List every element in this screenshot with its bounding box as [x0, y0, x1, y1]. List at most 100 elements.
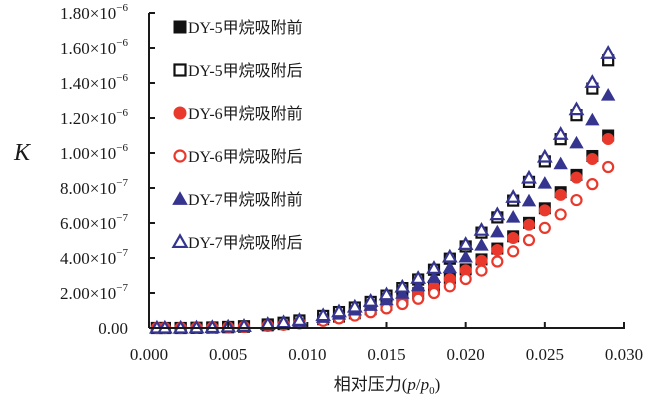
data-point — [600, 88, 616, 101]
data-point — [490, 224, 505, 238]
y-tick-label: 1.40×10−6 — [60, 72, 129, 93]
y-tick-label: 6.00×10−7 — [60, 212, 129, 233]
data-point — [586, 178, 599, 191]
y-tick-label: 1.80×10−6 — [60, 2, 129, 23]
y-tick-label: 0.00 — [98, 319, 128, 338]
legend-item: DY-5甲烷吸附前 — [173, 19, 303, 37]
legend-marker-icon — [173, 20, 187, 34]
legend-marker-icon — [171, 233, 189, 249]
x-tick-label: 0.000 — [130, 345, 168, 364]
data-point — [426, 270, 442, 283]
data-point — [552, 126, 569, 140]
x-tick-label: 0.005 — [209, 345, 247, 364]
series-5 — [149, 45, 617, 334]
legend-item: DY-6甲烷吸附前 — [173, 105, 303, 123]
data-point — [489, 206, 506, 221]
data-point — [475, 254, 488, 267]
data-point — [570, 171, 583, 184]
data-point — [443, 280, 456, 293]
y-tick-label: 2.00×10−7 — [60, 282, 129, 303]
legend-marker-icon — [172, 191, 188, 205]
data-point — [474, 238, 489, 251]
axis-ticks: 0.000 0.005 0.010 0.015 0.020 0.025 0.030 0.00 2… — [60, 2, 643, 364]
data-point — [458, 249, 473, 263]
data-point — [569, 135, 584, 149]
data-point — [396, 297, 409, 311]
data-point — [291, 312, 308, 326]
y-axis-label: K — [13, 140, 32, 166]
data-point — [426, 260, 442, 274]
data-point — [585, 112, 600, 126]
x-tick-label: 0.030 — [605, 345, 643, 364]
data-point — [427, 286, 441, 300]
data-point — [538, 221, 551, 234]
data-point — [586, 152, 599, 165]
legend-marker-icon — [173, 149, 187, 163]
legend-label: DY-5甲烷吸附后 — [188, 62, 303, 80]
data-point — [568, 101, 585, 116]
data-point — [536, 148, 553, 163]
data-point — [554, 188, 567, 201]
data-point — [505, 210, 521, 223]
legend-marker-icon — [173, 106, 187, 120]
legend-label: DY-5甲烷吸附前 — [188, 19, 303, 37]
legend-label: DY-6甲烷吸附后 — [188, 148, 303, 166]
x-tick-label: 0.020 — [447, 345, 485, 364]
data-point — [553, 156, 568, 170]
data-point — [491, 243, 504, 256]
legend-label: DY-7甲烷吸附后 — [188, 234, 303, 252]
data-points — [149, 45, 617, 335]
data-point — [441, 248, 458, 263]
data-point — [537, 176, 553, 189]
legend-item: DY-7甲烷吸附后 — [171, 233, 303, 252]
data-point — [523, 218, 535, 231]
y-tick-label: 4.00×10−7 — [60, 247, 129, 268]
x-tick-label: 0.025 — [526, 345, 564, 364]
x-tick-label: 0.015 — [367, 345, 405, 364]
data-point — [442, 260, 458, 274]
data-point — [602, 160, 615, 174]
legend-label: DY-7甲烷吸附前 — [188, 191, 303, 209]
data-point — [507, 245, 520, 258]
data-point — [507, 232, 520, 245]
data-point — [584, 74, 601, 88]
data-point — [410, 270, 427, 284]
data-point — [554, 208, 567, 221]
data-point — [378, 286, 395, 301]
legend: DY-5甲烷吸附前 DY-5甲烷吸附后 DY-6甲烷吸附前 DY-6甲烷吸附后 DY-7… — [171, 19, 303, 252]
data-point — [538, 204, 551, 217]
data-point — [600, 45, 617, 59]
data-point — [570, 193, 583, 207]
data-point — [491, 255, 504, 268]
data-point — [331, 303, 347, 318]
data-point — [505, 189, 522, 203]
x-axis-label: 相对压力(p/p0) — [334, 375, 441, 397]
legend-item: DY-6甲烷吸附后 — [173, 148, 303, 166]
data-point — [412, 292, 425, 305]
legend-label: DY-6甲烷吸附前 — [188, 105, 303, 123]
data-point — [521, 169, 537, 184]
y-tick-label: 1.20×10−6 — [60, 107, 129, 128]
data-point — [522, 234, 536, 247]
data-point — [394, 278, 411, 293]
y-tick-label: 1.00×10−6 — [60, 142, 129, 163]
data-point — [457, 236, 474, 250]
data-point — [346, 298, 363, 313]
data-point — [315, 307, 332, 322]
data-point — [410, 278, 426, 292]
data-point — [475, 264, 488, 277]
legend-marker-icon — [173, 63, 187, 77]
legend-item: DY-5甲烷吸附后 — [173, 62, 303, 80]
x-tick-label: 0.010 — [288, 345, 326, 364]
data-point — [362, 293, 379, 307]
data-point — [459, 264, 472, 277]
legend-item: DY-7甲烷吸附前 — [172, 191, 303, 209]
data-point — [459, 272, 472, 286]
data-point — [602, 133, 615, 145]
data-point — [204, 319, 221, 334]
y-tick-label: 8.00×10−7 — [60, 177, 129, 198]
data-point — [473, 221, 490, 236]
y-tick-label: 1.60×10−6 — [60, 37, 129, 58]
